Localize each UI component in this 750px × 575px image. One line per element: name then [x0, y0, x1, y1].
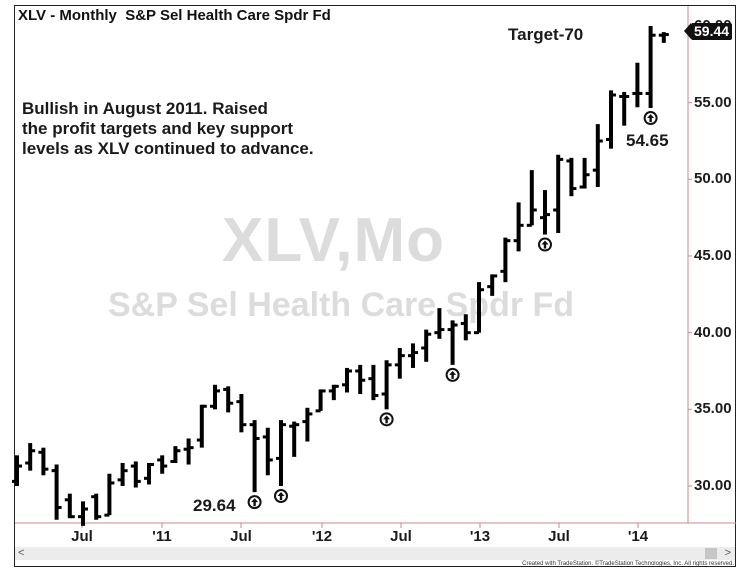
annotation-note-line: levels as XLV continued to advance. [22, 139, 314, 158]
ohlc-bar[interactable] [592, 124, 603, 187]
ohlc-bar[interactable] [434, 308, 445, 339]
ohlc-bar[interactable] [381, 360, 392, 410]
annotation-note-line: the profit targets and key support [22, 119, 294, 138]
ohlc-bar[interactable] [447, 320, 458, 365]
ohlc-bar[interactable] [12, 455, 22, 486]
ohlc-bar[interactable] [170, 446, 181, 463]
ohlc-bar[interactable] [632, 62, 643, 108]
ohlc-bar[interactable] [315, 389, 326, 413]
ohlc-bar[interactable] [78, 501, 88, 526]
ohlc-bar[interactable] [249, 420, 260, 493]
copyright-credit: Created with TradeStation. ©TradeStation… [522, 561, 734, 567]
ohlc-bar[interactable] [157, 455, 168, 474]
x-axis-label: '13 [469, 528, 491, 545]
y-axis-label: 35.00 [694, 400, 732, 418]
y-axis-label: 50.00 [694, 170, 732, 188]
ohlc-bar[interactable] [262, 427, 273, 476]
ohlc-bar[interactable] [328, 384, 339, 401]
ohlc-bar[interactable] [210, 384, 220, 410]
ohlc-bar[interactable] [460, 314, 471, 341]
ohlc-bar[interactable] [289, 421, 300, 457]
ohlc-bar[interactable] [394, 348, 405, 379]
ohlc-bar[interactable] [64, 493, 75, 519]
ohlc-bar[interactable] [474, 282, 484, 335]
ohlc-bar[interactable] [196, 404, 207, 448]
ohlc-bar[interactable] [342, 367, 352, 393]
last-price-marker: 59.44 [683, 23, 733, 40]
ohlc-bar[interactable] [130, 461, 141, 488]
ohlc-bar[interactable] [619, 91, 630, 126]
x-axis-label: Jul [71, 528, 93, 545]
ohlc-bar[interactable] [25, 443, 36, 471]
ohlc-bar[interactable] [500, 237, 511, 283]
scroll-left-arrow-icon[interactable]: < [18, 547, 25, 559]
ohlc-bar[interactable] [421, 329, 432, 362]
x-axis-label: Jul [390, 528, 412, 545]
ohlc-bar[interactable] [91, 493, 102, 520]
watermark-symbol: XLV,Mo [222, 206, 446, 275]
ohlc-bar[interactable] [144, 463, 154, 485]
ohlc-bar[interactable] [579, 157, 590, 189]
ohlc-bar[interactable] [236, 394, 247, 433]
y-axis-label: 45.00 [694, 247, 732, 264]
ohlc-bar[interactable] [355, 364, 366, 394]
ohlc-bar[interactable] [540, 190, 550, 235]
ohlc-bar[interactable] [553, 154, 564, 233]
y-axis-label: 30.00 [694, 477, 732, 494]
ohlc-bar[interactable] [566, 157, 577, 197]
ohlc-bar[interactable] [408, 343, 418, 368]
ohlc-bar[interactable] [487, 274, 498, 296]
ohlc-bar[interactable] [302, 407, 313, 442]
ohlc-bar[interactable] [51, 464, 62, 520]
ohlc-bar[interactable] [658, 32, 669, 43]
last-low-price-label: 54.65 [626, 131, 669, 150]
up-arrow-signal-icon [274, 489, 288, 503]
watermark-name: S&P Sel Health Care Spdr Fd [108, 286, 575, 324]
up-arrow-signal-icon [445, 367, 460, 382]
x-axis-label: Jul [230, 528, 252, 545]
ohlc-bar[interactable] [223, 386, 234, 413]
x-axis-label: '14 [627, 528, 649, 545]
ohlc-bar[interactable] [104, 473, 115, 517]
ohlc-bar[interactable] [526, 170, 537, 227]
chart-title: XLV - Monthly S&P Sel Health Care Spdr F… [18, 7, 331, 24]
x-axis-label: '11 [152, 528, 172, 545]
annotation-note-line: Bullish in August 2011. Raised [22, 99, 268, 118]
y-axis-label: 40.00 [694, 323, 732, 341]
ohlc-bar[interactable] [606, 90, 616, 149]
low-price-label: 29.64 [193, 496, 236, 515]
up-arrow-signal-icon [538, 237, 552, 252]
target-label: Target-70 [508, 25, 584, 44]
x-axis-label: '12 [311, 528, 333, 545]
ohlc-bar[interactable] [645, 26, 656, 109]
scrollbar-thumb[interactable] [705, 548, 717, 559]
horizontal-scrollbar[interactable]: < > [15, 547, 735, 560]
ohlc-bar[interactable] [276, 420, 286, 486]
y-axis-label: 55.00 [694, 93, 732, 111]
ohlc-bar[interactable] [513, 202, 524, 252]
annotation-note: Bullish in August 2011. Raised the profi… [22, 99, 314, 159]
up-arrow-signal-icon [643, 111, 658, 126]
ohlc-bar[interactable] [183, 438, 194, 465]
x-axis-label: Jul [548, 528, 570, 545]
up-arrow-signal-icon [247, 495, 262, 510]
up-arrow-signal-icon [379, 412, 394, 427]
scroll-right-arrow-icon[interactable]: > [724, 547, 731, 559]
ohlc-bar[interactable] [368, 364, 379, 401]
ohlc-bar[interactable] [38, 447, 49, 476]
ohlc-bar[interactable] [117, 463, 128, 486]
